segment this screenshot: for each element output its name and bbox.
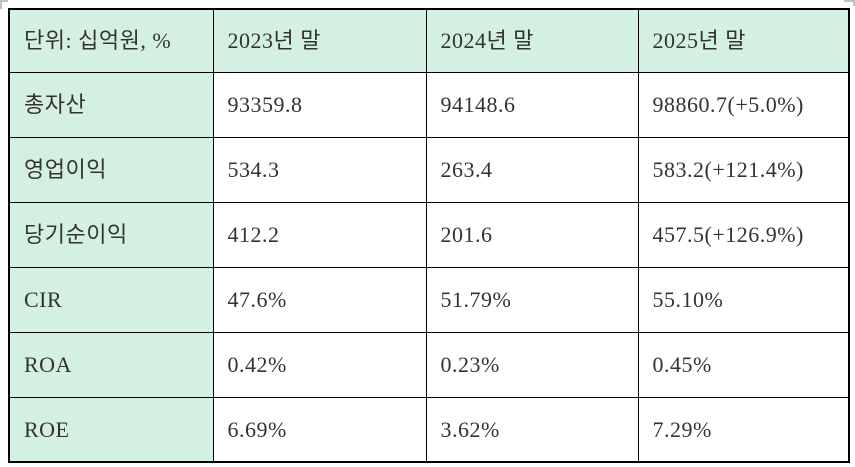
table-row-roa: ROA 0.42% 0.23% 0.45% bbox=[8, 331, 850, 398]
cell-value: 412.2 bbox=[212, 201, 427, 268]
row-label: 총자산 bbox=[8, 71, 214, 138]
cell-value: 55.10% bbox=[637, 266, 850, 333]
table-row-roe: ROE 6.69% 3.62% 7.29% bbox=[8, 396, 850, 463]
cell-value: 201.6 bbox=[425, 201, 639, 268]
cell-value: 47.6% bbox=[212, 266, 427, 333]
unit-label-cell: 단위: 십억원, % bbox=[8, 8, 214, 73]
cell-value: 7.29% bbox=[637, 396, 850, 463]
row-label: 당기순이익 bbox=[8, 201, 214, 268]
cell-value: 93359.8 bbox=[212, 71, 427, 138]
cell-value: 0.23% bbox=[425, 331, 639, 398]
column-header-2025: 2025년 말 bbox=[637, 8, 850, 73]
cell-value: 583.2(+121.4%) bbox=[637, 136, 850, 203]
cell-value: 534.3 bbox=[212, 136, 427, 203]
column-header-2024: 2024년 말 bbox=[425, 8, 639, 73]
cell-value: 457.5(+126.9%) bbox=[637, 201, 850, 268]
clipped-corner-artifact-right bbox=[844, 0, 855, 6]
table-row-net-income: 당기순이익 412.2 201.6 457.5(+126.9%) bbox=[8, 201, 850, 268]
table-header-row: 단위: 십억원, % 2023년 말 2024년 말 2025년 말 bbox=[8, 8, 850, 73]
cell-value: 263.4 bbox=[425, 136, 639, 203]
table-row-operating-profit: 영업이익 534.3 263.4 583.2(+121.4%) bbox=[8, 136, 850, 203]
column-header-2023: 2023년 말 bbox=[212, 8, 427, 73]
cell-value: 51.79% bbox=[425, 266, 639, 333]
table-row-cir: CIR 47.6% 51.79% 55.10% bbox=[8, 266, 850, 333]
cell-value: 3.62% bbox=[425, 396, 639, 463]
row-label: ROE bbox=[8, 396, 214, 463]
cell-value: 0.42% bbox=[212, 331, 427, 398]
cell-value: 6.69% bbox=[212, 396, 427, 463]
cell-value: 98860.7(+5.0%) bbox=[637, 71, 850, 138]
cell-value: 0.45% bbox=[637, 331, 850, 398]
financial-metrics-table: 단위: 십억원, % 2023년 말 2024년 말 2025년 말 총자산 9… bbox=[8, 8, 850, 463]
row-label: 영업이익 bbox=[8, 136, 214, 203]
clipped-corner-artifact-left bbox=[0, 0, 8, 9]
table-row-total-assets: 총자산 93359.8 94148.6 98860.7(+5.0%) bbox=[8, 71, 850, 138]
row-label: CIR bbox=[8, 266, 214, 333]
row-label: ROA bbox=[8, 331, 214, 398]
cell-value: 94148.6 bbox=[425, 71, 639, 138]
